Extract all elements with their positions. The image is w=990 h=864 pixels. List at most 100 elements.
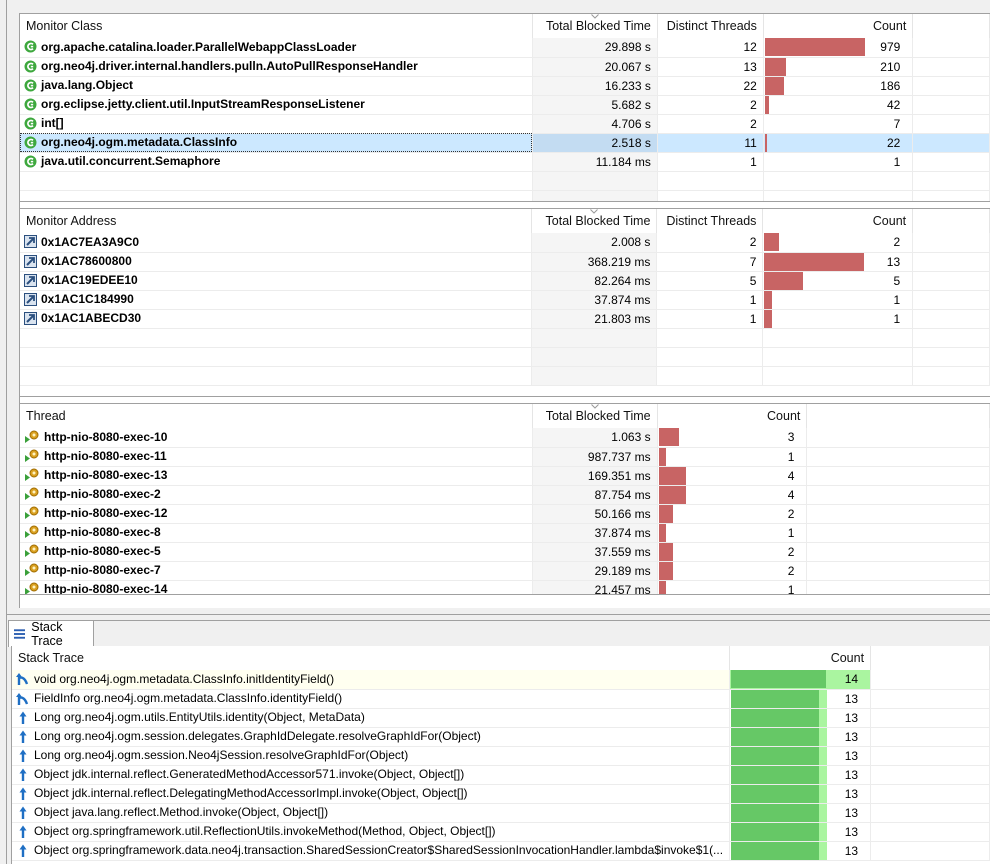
count-bar — [764, 233, 780, 251]
column-header-label: Total Blocked Time — [545, 214, 651, 228]
empty-cell — [20, 171, 533, 191]
name-cell[interactable]: http-nio-8080-exec-8 — [20, 523, 533, 543]
column-header-distinct-threads[interactable]: Distinct Threads — [657, 14, 764, 38]
frame-cell[interactable]: Long org.neo4j.ogm.session.delegates.Gra… — [12, 727, 731, 747]
name-cell[interactable]: org.eclipse.jetty.client.util.InputStrea… — [20, 95, 533, 115]
name-cell[interactable]: 0x1AC19EDEE10 — [20, 271, 533, 291]
stack-frame-row[interactable]: Long org.neo4j.ogm.session.delegates.Gra… — [12, 727, 990, 747]
column-header-total-blocked-time[interactable]: Total Blocked Time — [532, 404, 658, 428]
frame-cell[interactable]: Object jdk.internal.reflect.GeneratedMet… — [12, 765, 731, 785]
monitor-class-table[interactable]: Monitor Class Total Blocked Time Distinc… — [19, 13, 990, 202]
table-row[interactable]: 0x1AC1ABECD30 21.803 ms 1 1 — [20, 309, 990, 329]
column-header-monitor-address[interactable]: Monitor Address — [20, 209, 533, 233]
name-cell[interactable]: java.util.concurrent.Semaphore — [20, 152, 533, 172]
table-row[interactable]: http-nio-8080-exec-10 1.063 s 3 — [20, 428, 990, 448]
blocked-time-cell: 29.898 s — [532, 38, 658, 58]
stack-frame-row[interactable]: Object jdk.internal.reflect.GeneratedMet… — [12, 765, 990, 785]
name-cell[interactable]: 0x1AC1C184990 — [20, 290, 533, 310]
frame-cell[interactable]: Long org.neo4j.ogm.utils.EntityUtils.ide… — [12, 708, 731, 728]
filler-cell — [912, 252, 990, 272]
count-cell: 13 — [729, 784, 872, 804]
tab-stack-trace[interactable]: Stack Trace — [8, 620, 94, 648]
name-cell[interactable]: http-nio-8080-exec-11 — [20, 447, 533, 467]
table-row[interactable]: http-nio-8080-exec-8 37.874 ms 1 — [20, 523, 990, 543]
distinct-threads-cell: 2 — [657, 95, 764, 115]
column-header-count[interactable]: Count — [762, 209, 914, 233]
count-cell: 2 — [657, 504, 808, 524]
name-cell[interactable]: http-nio-8080-exec-13 — [20, 466, 533, 486]
count-cell: 1 — [657, 523, 808, 543]
table-row[interactable]: http-nio-8080-exec-7 29.189 ms 2 — [20, 561, 990, 581]
name-cell[interactable]: org.neo4j.driver.internal.handlers.pulln… — [20, 57, 533, 77]
class-icon — [24, 60, 37, 73]
thread-name: http-nio-8080-exec-13 — [44, 468, 168, 483]
stack-frame-row[interactable]: Long org.neo4j.ogm.utils.EntityUtils.ide… — [12, 708, 990, 728]
frame-cell[interactable]: Object org.springframework.data.neo4j.tr… — [12, 841, 731, 861]
column-header-total-blocked-time[interactable]: Total Blocked Time — [531, 209, 658, 233]
table-row[interactable]: http-nio-8080-exec-13 169.351 ms 4 — [20, 466, 990, 486]
table-row[interactable]: org.neo4j.ogm.metadata.ClassInfo 2.518 s 1… — [20, 133, 990, 153]
name-cell[interactable]: http-nio-8080-exec-5 — [20, 542, 533, 562]
name-cell[interactable]: http-nio-8080-exec-10 — [20, 428, 533, 448]
frame-cell[interactable]: Object org.springframework.util.Reflecti… — [12, 822, 731, 842]
top-frame-icon — [16, 692, 29, 705]
name-cell[interactable]: 0x1AC7EA3A9C0 — [20, 233, 533, 253]
frame-cell[interactable]: FieldInfo org.neo4j.ogm.metadata.ClassIn… — [12, 689, 731, 709]
name-cell[interactable]: org.neo4j.ogm.metadata.ClassInfo — [20, 133, 533, 153]
column-header-count[interactable]: Count — [729, 646, 872, 670]
frame-up-icon — [19, 806, 27, 819]
table-row[interactable]: java.util.concurrent.Semaphore 11.184 ms 1… — [20, 152, 990, 172]
table-row[interactable]: org.eclipse.jetty.client.util.InputStrea… — [20, 95, 990, 115]
column-header-count[interactable]: Count — [657, 404, 808, 428]
table-row[interactable]: 0x1AC1C184990 37.874 ms 1 1 — [20, 290, 990, 310]
table-row[interactable]: http-nio-8080-exec-14 21.457 ms 1 — [20, 580, 990, 594]
table-row[interactable]: 0x1AC7EA3A9C0 2.008 s 2 2 — [20, 233, 990, 253]
name-cell[interactable]: 0x1AC1ABECD30 — [20, 309, 533, 329]
distinct-threads-value: 7 — [749, 254, 757, 269]
stack-frame-row[interactable]: Object org.springframework.util.Reflecti… — [12, 822, 990, 842]
frame-method: Long org.neo4j.ogm.session.Neo4jSession.… — [34, 748, 409, 763]
frame-cell[interactable]: Object java.lang.reflect.Method.invoke(O… — [12, 803, 731, 823]
column-header-thread[interactable]: Thread — [20, 404, 533, 428]
stack-frame-row[interactable]: FieldInfo org.neo4j.ogm.metadata.ClassIn… — [12, 689, 990, 709]
name-cell[interactable]: org.apache.catalina.loader.ParallelWebap… — [20, 38, 533, 58]
table-row[interactable]: http-nio-8080-exec-11 987.737 ms 1 — [20, 447, 990, 467]
stack-trace-table[interactable]: Stack Trace Count void org.neo4j.ogm.met… — [11, 646, 990, 864]
table-row[interactable]: http-nio-8080-exec-2 87.754 ms 4 — [20, 485, 990, 505]
name-cell[interactable]: http-nio-8080-exec-7 — [20, 561, 533, 581]
name-cell[interactable]: http-nio-8080-exec-12 — [20, 504, 533, 524]
name-cell[interactable]: http-nio-8080-exec-14 — [20, 580, 533, 594]
count-cell: 2 — [762, 233, 914, 253]
table-row[interactable]: 0x1AC78600800 368.219 ms 7 13 — [20, 252, 990, 272]
column-header-distinct-threads[interactable]: Distinct Threads — [656, 209, 764, 233]
count-value: 13 — [844, 843, 859, 858]
table-row[interactable]: http-nio-8080-exec-12 50.166 ms 2 — [20, 504, 990, 524]
frame-cell[interactable]: void org.neo4j.ogm.metadata.ClassInfo.in… — [12, 670, 731, 690]
table-row[interactable]: http-nio-8080-exec-5 37.559 ms 2 — [20, 542, 990, 562]
monitor-name: 0x1AC7EA3A9C0 — [41, 235, 140, 250]
thread-name: http-nio-8080-exec-5 — [44, 544, 161, 559]
table-row[interactable]: 0x1AC19EDEE10 82.264 ms 5 5 — [20, 271, 990, 291]
frame-cell[interactable]: Object jdk.internal.reflect.DelegatingMe… — [12, 784, 731, 804]
stack-frame-row[interactable]: Object jdk.internal.reflect.DelegatingMe… — [12, 784, 990, 804]
column-header-total-blocked-time[interactable]: Total Blocked Time — [532, 14, 658, 38]
table-row[interactable]: org.neo4j.driver.internal.handlers.pulln… — [20, 57, 990, 77]
table-row[interactable]: org.apache.catalina.loader.ParallelWebap… — [20, 38, 990, 58]
frame-cell[interactable]: Long org.neo4j.ogm.session.Neo4jSession.… — [12, 746, 731, 766]
table-row[interactable]: java.lang.Object 16.233 s 22 186 — [20, 76, 990, 96]
stack-frame-row[interactable]: Long org.neo4j.ogm.session.Neo4jSession.… — [12, 746, 990, 766]
name-cell[interactable]: java.lang.Object — [20, 76, 533, 96]
name-cell[interactable]: 0x1AC78600800 — [20, 252, 533, 272]
stack-frame-row[interactable]: Object org.springframework.data.neo4j.tr… — [12, 841, 990, 861]
column-header-monitor-class[interactable]: Monitor Class — [20, 14, 533, 38]
column-header-count[interactable]: Count — [763, 14, 914, 38]
thread-table[interactable]: Thread Total Blocked Time Count http-nio… — [19, 403, 990, 595]
table-row[interactable]: int[] 4.706 s 2 7 — [20, 114, 990, 134]
name-cell[interactable]: http-nio-8080-exec-2 — [20, 485, 533, 505]
stack-frame-row[interactable]: Object java.lang.reflect.Method.invoke(O… — [12, 803, 990, 823]
monitor-address-table[interactable]: Monitor Address Total Blocked Time Disti… — [19, 208, 990, 397]
name-cell[interactable]: int[] — [20, 114, 533, 134]
stack-frame-row[interactable]: void org.neo4j.ogm.metadata.ClassInfo.in… — [12, 670, 990, 690]
monitor-name: java.lang.Object — [41, 78, 134, 93]
column-header-stack-trace[interactable]: Stack Trace — [12, 646, 731, 670]
